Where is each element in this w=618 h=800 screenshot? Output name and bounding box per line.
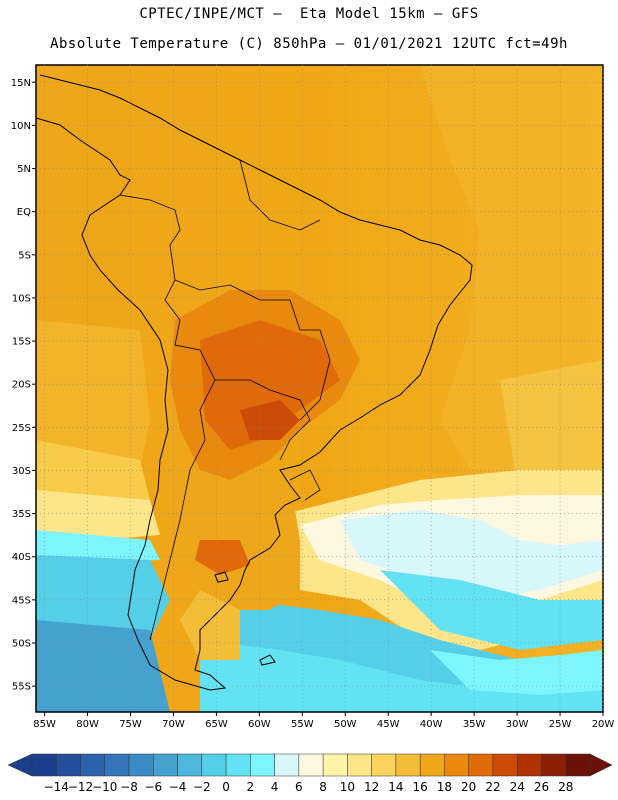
colorbar-label: −8 xyxy=(120,780,138,794)
chart-title-line1: CPTEC/INPE/MCT – Eta Model 15km – GFS xyxy=(139,6,479,22)
colorbar-label: −4 xyxy=(169,780,187,794)
colorbar-swatch xyxy=(225,753,251,777)
lat-label: 15N xyxy=(11,78,31,89)
colorbar-swatch xyxy=(298,753,324,777)
map-frame xyxy=(35,64,604,713)
colorbar-swatch xyxy=(274,753,300,777)
colorbar-label: 12 xyxy=(364,780,379,794)
lon-label: 40W xyxy=(420,719,443,730)
coastlines xyxy=(36,74,473,691)
colorbar-label: −6 xyxy=(144,780,162,794)
lon-label: 60W xyxy=(248,719,271,730)
lat-label: 55S xyxy=(12,682,31,693)
colorbar-label: −12 xyxy=(68,780,93,794)
temperature-map: 15N 10N 5N EQ 5S 10S 15S 20S 25S 30S 35S 40S 45S 50S 5… xyxy=(11,64,614,730)
colorbar-swatch xyxy=(395,753,421,777)
colorbar-swatch xyxy=(516,753,542,777)
colorbar-label: 14 xyxy=(388,780,403,794)
colorbar-label: 28 xyxy=(558,780,573,794)
lat-label: 40S xyxy=(12,552,31,563)
longitude-labels: 85W 80W 75W 70W 65W 60W 55W 50W 45W 40W 35W 30W 25W 2… xyxy=(33,712,614,730)
chart-title-line2: Absolute Temperature (C) 850hPa – 01/01/… xyxy=(50,36,568,52)
lon-label: 75W xyxy=(119,719,142,730)
colorbar-swatch xyxy=(31,753,57,777)
lat-label: 5S xyxy=(18,250,31,261)
lat-label: 10N xyxy=(11,121,31,132)
colorbar-swatch xyxy=(201,753,227,777)
colorbar-label: 20 xyxy=(461,780,476,794)
lon-label: 45W xyxy=(377,719,400,730)
lat-label: 25S xyxy=(12,423,31,434)
lon-label: 80W xyxy=(76,719,99,730)
colorbar-label: 18 xyxy=(437,780,452,794)
colorbar-label: 22 xyxy=(485,780,500,794)
lon-label: 50W xyxy=(334,719,357,730)
lon-label: 70W xyxy=(162,719,185,730)
colorbar-swatch xyxy=(104,753,130,777)
lat-label: 10S xyxy=(12,293,31,304)
colorbar-swatch xyxy=(80,753,106,777)
lat-label: 30S xyxy=(12,466,31,477)
colorbar-swatch xyxy=(565,753,591,777)
graticule xyxy=(36,65,604,712)
lat-label: 45S xyxy=(12,595,31,606)
colorbar-label: 24 xyxy=(510,780,525,794)
colorbar-label: 6 xyxy=(295,780,303,794)
colorbar-label: 10 xyxy=(340,780,355,794)
colorbar-label: −2 xyxy=(193,780,211,794)
colorbar-label: 0 xyxy=(222,780,230,794)
colorbar-label: 26 xyxy=(534,780,549,794)
colorbar-label: 4 xyxy=(271,780,279,794)
colorbar-label: 8 xyxy=(319,780,327,794)
lat-label: 15S xyxy=(12,337,31,348)
lon-label: 25W xyxy=(549,719,572,730)
lat-label: 50S xyxy=(12,638,31,649)
lat-label: 20S xyxy=(12,380,31,391)
lon-label: 35W xyxy=(463,719,486,730)
colorbar-max-arrow xyxy=(589,753,613,777)
colorbar-swatch xyxy=(347,753,372,777)
colorbar-swatch xyxy=(153,753,178,777)
colorbar-swatch xyxy=(444,753,469,777)
lon-label: 55W xyxy=(291,719,314,730)
colorbar-swatch xyxy=(492,753,518,777)
country-borders xyxy=(119,159,331,641)
lon-label: 30W xyxy=(506,719,529,730)
colorbar-label: −10 xyxy=(92,780,117,794)
temperature-field xyxy=(36,65,603,712)
colorbar: −14−12−10 −8 −6 −4 −2 0 2 4 6 8 10 12 14 16 18 20 22 24 26… xyxy=(7,753,613,794)
colorbar-swatch xyxy=(371,753,397,777)
colorbar-swatch xyxy=(128,753,154,777)
latitude-labels: 15N 10N 5N EQ 5S 10S 15S 20S 25S 30S 35S 40S 45S 50S 5… xyxy=(11,78,36,693)
colorbar-swatch xyxy=(56,753,81,777)
colorbar-swatch xyxy=(250,753,275,777)
colorbar-swatch xyxy=(541,753,566,777)
colorbar-swatch xyxy=(177,753,203,777)
colorbar-swatch xyxy=(419,753,445,777)
colorbar-label: −14 xyxy=(44,780,69,794)
colorbar-swatch xyxy=(468,753,494,777)
colorbar-min-arrow xyxy=(7,753,33,777)
lon-label: 85W xyxy=(33,719,56,730)
lat-label: 35S xyxy=(12,509,31,520)
colorbar-label: 2 xyxy=(247,780,255,794)
lon-label: 65W xyxy=(205,719,228,730)
colorbar-swatch xyxy=(322,753,348,777)
lon-label: 20W xyxy=(592,719,615,730)
lat-label: EQ xyxy=(17,207,31,218)
colorbar-label: 16 xyxy=(413,780,428,794)
lat-label: 5N xyxy=(17,164,31,175)
